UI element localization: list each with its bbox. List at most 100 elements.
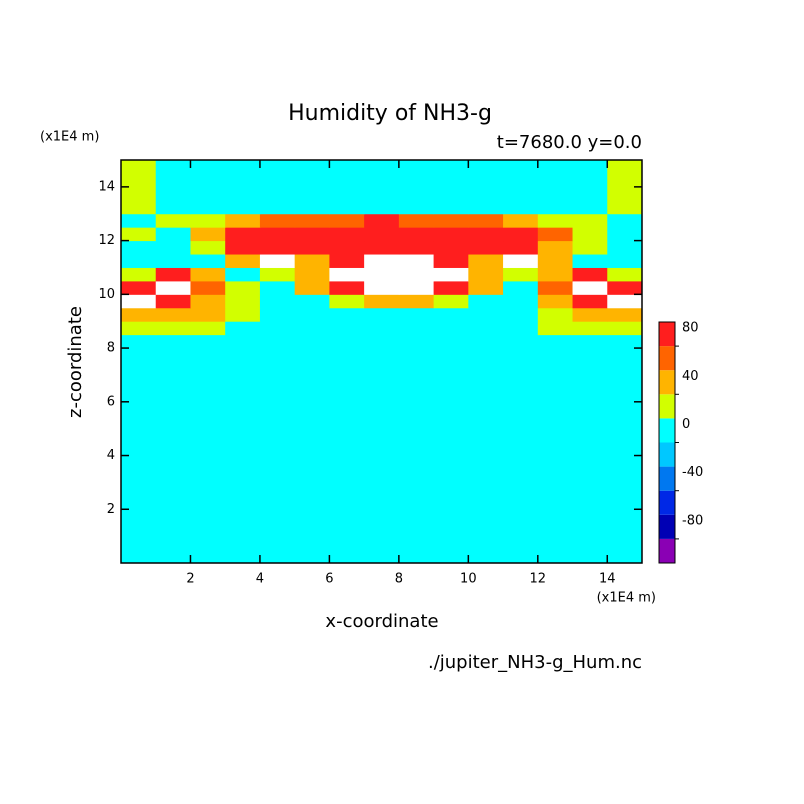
contour-cell	[259, 227, 296, 242]
colorbar-tick-label: 80	[682, 321, 699, 336]
contour-cell	[259, 254, 296, 268]
contour-cell	[329, 294, 365, 309]
contour-cell	[225, 160, 261, 215]
contour-cell	[537, 254, 574, 268]
contour-cell	[468, 280, 504, 295]
contour-cell	[121, 294, 157, 309]
contour-cell	[572, 267, 608, 282]
contour-cell	[468, 213, 504, 228]
contour-cell	[537, 240, 574, 255]
contour-cell	[433, 254, 469, 268]
contour-cell	[607, 321, 643, 336]
contour-cell	[190, 294, 226, 309]
y-axis-label: z-coordinate	[65, 306, 86, 418]
contour-cell	[155, 280, 191, 295]
contour-cell	[572, 227, 608, 242]
x-tick-label: 14	[599, 572, 616, 587]
contour-cell	[121, 227, 157, 242]
contour-cell	[190, 160, 226, 215]
contour-cell	[607, 307, 643, 322]
source: ./jupiter_NH3-g_Hum.nc	[428, 652, 642, 673]
contour-cell	[155, 240, 191, 255]
contour-cell	[364, 160, 400, 215]
contour-cell	[121, 307, 157, 322]
contour-cell	[433, 240, 469, 255]
x-tick-label: 10	[460, 572, 477, 587]
y-unit: (x1E4 m)	[40, 130, 99, 145]
contour-cell	[468, 307, 504, 322]
contour-cell	[503, 294, 539, 309]
contour-cell	[329, 213, 365, 228]
contour-cell	[259, 280, 296, 295]
contour-cell	[433, 294, 469, 309]
colorbar-bin	[659, 538, 675, 563]
contour-cell	[468, 334, 504, 564]
contour-cell	[259, 294, 296, 309]
contour-cell	[121, 254, 157, 268]
contour-cell	[503, 213, 539, 228]
y-tick-label: 14	[98, 179, 115, 194]
contour-cell	[364, 267, 400, 282]
contour-cell	[537, 213, 574, 228]
contour-cell	[225, 240, 261, 255]
contour-cell	[607, 240, 643, 255]
contour-cell	[398, 307, 435, 322]
x-tick-label: 4	[256, 572, 264, 587]
contour-cell	[225, 307, 261, 322]
contour-cell	[294, 160, 330, 215]
contour-cell	[572, 213, 608, 228]
colorbar-bin	[659, 322, 675, 347]
contour-cell	[294, 321, 330, 336]
contour-cell	[364, 227, 400, 242]
contour-cell	[537, 227, 574, 242]
contour-cell	[155, 160, 191, 215]
contour-cell	[398, 254, 435, 268]
contour-cell	[537, 334, 574, 564]
contour-cell	[329, 334, 365, 564]
contour-cell	[259, 334, 296, 564]
y-tick-label: 10	[98, 287, 115, 302]
contour-cell	[294, 227, 330, 242]
contour-cell	[572, 240, 608, 255]
contour-cell	[364, 321, 400, 336]
contour-cell	[364, 280, 400, 295]
contour-cell	[607, 213, 643, 228]
y-tick-label: 4	[107, 448, 115, 463]
contour-cell	[503, 280, 539, 295]
contour-cell	[398, 280, 435, 295]
contour-cell	[503, 321, 539, 336]
colorbar-bin	[659, 370, 675, 395]
y-tick-label: 2	[107, 502, 115, 517]
contour-cell	[329, 240, 365, 255]
contour-cell	[155, 267, 191, 282]
contour-cell	[259, 240, 296, 255]
contour-cell	[607, 227, 643, 242]
contour-cell	[607, 334, 643, 564]
contour-cell	[364, 294, 400, 309]
contour-cell	[190, 321, 226, 336]
contour-cell	[294, 334, 330, 564]
contour-cell	[503, 334, 539, 564]
chart-title: Humidity of NH3-g	[288, 101, 492, 126]
contour-cell	[398, 213, 435, 228]
contour-cell	[225, 280, 261, 295]
contour-cell	[259, 321, 296, 336]
contour-cell	[572, 307, 608, 322]
contour-cell	[190, 213, 226, 228]
contour-cell	[364, 213, 400, 228]
contour-cell	[329, 267, 365, 282]
contour-cell	[329, 227, 365, 242]
y-tick-label: 6	[107, 394, 115, 409]
contour-cell	[468, 294, 504, 309]
contour-cell	[294, 280, 330, 295]
contour-cell	[121, 213, 157, 228]
contour-cell	[433, 307, 469, 322]
colorbar-bin	[659, 442, 675, 467]
contour-cell	[155, 307, 191, 322]
contour-cell	[294, 307, 330, 322]
contour-cell	[607, 294, 643, 309]
contour-cell	[503, 267, 539, 282]
contour-cell	[468, 254, 504, 268]
contour-cell	[225, 294, 261, 309]
contour-cell	[294, 213, 330, 228]
